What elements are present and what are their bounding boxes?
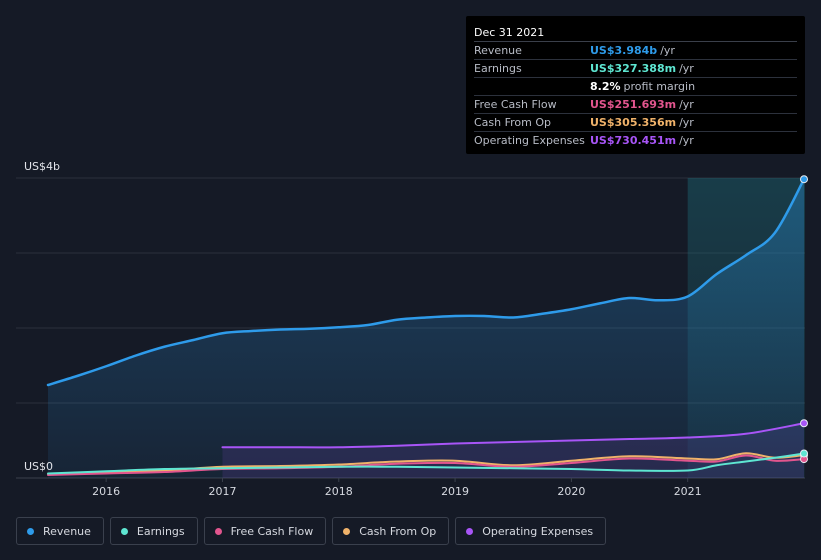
tooltip-row-unit: /yr (679, 116, 694, 129)
x-tick-label: 2021 (674, 485, 702, 498)
series-line-free-cash-flow (47, 454, 805, 476)
tooltip-row-unit: /yr (660, 44, 675, 57)
tooltip-row: 8.2% profit margin (474, 78, 797, 96)
data-tooltip: Dec 31 2021 Revenue US$3.984b/yr Earnings U… (466, 16, 805, 154)
legend-dot-icon (343, 527, 351, 535)
tooltip-row: Earnings US$327.388m/yr (474, 60, 797, 78)
tooltip-row: Cash From Op US$305.356m/yr (474, 114, 797, 132)
legend-item[interactable]: Cash From Op (332, 517, 450, 545)
tooltip-row-value: US$305.356m (590, 116, 677, 129)
tooltip-row-label: Revenue (474, 44, 522, 57)
y-axis-top-label: US$4b (24, 160, 61, 173)
legend-label: Cash From Op (359, 524, 437, 538)
x-tick-label: 2019 (441, 485, 469, 498)
series-line-operating-expenses (221, 422, 805, 449)
tooltip-row-value: US$3.984b (590, 44, 658, 57)
series-end-markers (800, 175, 808, 464)
tooltip-row-value: US$730.451m (590, 134, 677, 147)
series-area-revenue (48, 179, 804, 478)
legend-label: Operating Expenses (482, 524, 594, 538)
tooltip-row-label: Operating Expenses (474, 134, 585, 147)
legend-item[interactable]: Earnings (109, 517, 198, 545)
y-axis-bottom-label: US$0 (24, 460, 54, 473)
legend-label: Free Cash Flow (230, 524, 314, 538)
legend-label: Earnings (136, 524, 185, 538)
x-tick-label: 2020 (557, 485, 585, 498)
tooltip-row-value: 8.2% (590, 80, 621, 93)
legend-label: Revenue (43, 524, 91, 538)
tooltip-row-unit: profit margin (623, 80, 696, 93)
series-end-dot-operating-expenses (800, 419, 808, 428)
tooltip-row-unit: /yr (679, 134, 694, 147)
tooltip-row-label: Earnings (474, 62, 522, 75)
tooltip-row: Operating Expenses US$730.451m/yr (474, 132, 797, 149)
tooltip-row-value: US$251.693m (590, 98, 677, 111)
legend-item[interactable]: Operating Expenses (455, 517, 607, 545)
chart-legend: Revenue Earnings Free Cash Flow Cash From O… (16, 517, 607, 545)
legend-item[interactable]: Revenue (16, 517, 104, 545)
legend-dot-icon (120, 527, 128, 535)
tooltip-row-label: Free Cash Flow (474, 98, 557, 111)
legend-item[interactable]: Free Cash Flow (203, 517, 327, 545)
tooltip-date: Dec 31 2021 (474, 24, 797, 42)
tooltip-row: Revenue US$3.984b/yr (474, 42, 797, 60)
series-end-dot-earnings (800, 449, 808, 458)
x-tick-label: 2016 (92, 485, 120, 498)
tooltip-row-label (474, 78, 590, 95)
series-lines (46, 177, 806, 476)
series-line-revenue (46, 177, 806, 387)
tooltip-row-unit: /yr (679, 98, 694, 111)
x-tick-label: 2018 (325, 485, 353, 498)
x-tick-label: 2017 (208, 485, 236, 498)
series-line-earnings (47, 452, 805, 475)
tooltip-row-value: US$327.388m (590, 62, 677, 75)
tooltip-row-label: Cash From Op (474, 116, 552, 129)
x-axis-ticks: 2016 2017 2018 2019 2020 2021 (92, 478, 702, 498)
legend-dot-icon (214, 527, 222, 535)
legend-dot-icon (27, 527, 34, 535)
legend-dot-icon (466, 527, 474, 535)
series-end-dot-revenue (800, 175, 808, 184)
tooltip-row: Free Cash Flow US$251.693m/yr (474, 96, 797, 114)
tooltip-row-unit: /yr (679, 62, 694, 75)
